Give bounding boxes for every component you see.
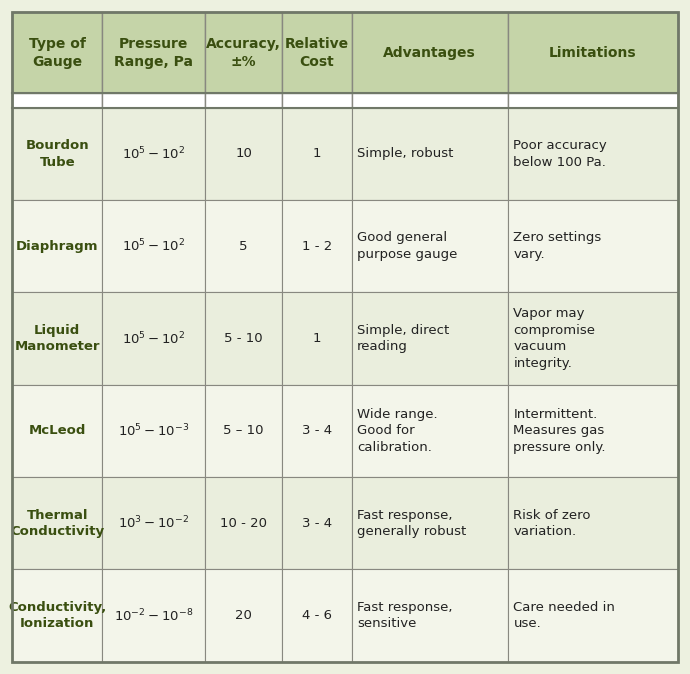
Bar <box>12 12 102 94</box>
Text: 5 – 10: 5 – 10 <box>224 425 264 437</box>
Text: Zero settings
vary.: Zero settings vary. <box>513 231 602 261</box>
Text: Advantages: Advantages <box>384 46 476 60</box>
Bar <box>352 200 508 293</box>
Bar <box>508 385 678 477</box>
Bar <box>102 477 206 570</box>
Text: Type of
Gauge: Type of Gauge <box>29 37 86 69</box>
Text: 4 - 6: 4 - 6 <box>302 609 332 622</box>
Bar <box>352 108 508 200</box>
Bar <box>206 385 282 477</box>
Bar <box>282 108 352 200</box>
Bar <box>352 477 508 570</box>
Text: 1: 1 <box>313 332 321 345</box>
Text: Liquid
Manometer: Liquid Manometer <box>14 324 100 353</box>
Text: Intermittent.
Measures gas
pressure only.: Intermittent. Measures gas pressure only… <box>513 408 606 454</box>
Bar <box>352 12 508 94</box>
Text: Vapor may
compromise
vacuum
integrity.: Vapor may compromise vacuum integrity. <box>513 307 595 370</box>
Text: $10^5 - 10^{-3}$: $10^5 - 10^{-3}$ <box>118 423 190 439</box>
Bar <box>282 94 352 108</box>
Text: 10: 10 <box>235 148 252 160</box>
Bar <box>282 385 352 477</box>
Text: 5: 5 <box>239 240 248 253</box>
Bar <box>206 293 282 385</box>
Text: $10^5 - 10^2$: $10^5 - 10^2$ <box>122 330 186 347</box>
Text: Simple, robust: Simple, robust <box>357 148 453 160</box>
Text: Conductivity,
Ionization: Conductivity, Ionization <box>8 601 106 630</box>
Bar <box>508 94 678 108</box>
Text: 10 - 20: 10 - 20 <box>220 517 267 530</box>
Bar <box>352 570 508 662</box>
Bar <box>282 293 352 385</box>
Text: Bourdon
Tube: Bourdon Tube <box>26 139 89 168</box>
Text: $10^{-2} - 10^{-8}$: $10^{-2} - 10^{-8}$ <box>114 607 193 624</box>
Text: 20: 20 <box>235 609 252 622</box>
Bar <box>508 293 678 385</box>
Bar <box>508 12 678 94</box>
Bar <box>352 385 508 477</box>
Text: Good general
purpose gauge: Good general purpose gauge <box>357 231 457 261</box>
Text: Risk of zero
variation.: Risk of zero variation. <box>513 509 591 538</box>
Bar <box>508 200 678 293</box>
Bar <box>102 12 206 94</box>
Text: 1: 1 <box>313 148 321 160</box>
Text: 5 - 10: 5 - 10 <box>224 332 263 345</box>
Text: 3 - 4: 3 - 4 <box>302 425 332 437</box>
Text: Relative
Cost: Relative Cost <box>285 37 348 69</box>
Bar <box>206 477 282 570</box>
Text: McLeod: McLeod <box>28 425 86 437</box>
Text: $10^3 - 10^{-2}$: $10^3 - 10^{-2}$ <box>118 515 189 532</box>
Text: Simple, direct
reading: Simple, direct reading <box>357 324 449 353</box>
Text: Thermal
Conductivity: Thermal Conductivity <box>10 509 104 538</box>
Bar <box>102 94 206 108</box>
Text: $10^5 - 10^2$: $10^5 - 10^2$ <box>122 146 186 162</box>
Bar <box>206 570 282 662</box>
Bar <box>508 108 678 200</box>
Text: 1 - 2: 1 - 2 <box>302 240 332 253</box>
Bar <box>12 200 102 293</box>
Text: Diaphragm: Diaphragm <box>16 240 99 253</box>
Bar <box>508 477 678 570</box>
Text: Accuracy,
±%: Accuracy, ±% <box>206 37 281 69</box>
Bar <box>12 477 102 570</box>
Bar <box>102 200 206 293</box>
Bar <box>102 108 206 200</box>
Text: Care needed in
use.: Care needed in use. <box>513 601 615 630</box>
Text: $10^5 - 10^2$: $10^5 - 10^2$ <box>122 238 186 255</box>
Text: Wide range.
Good for
calibration.: Wide range. Good for calibration. <box>357 408 437 454</box>
Bar <box>352 293 508 385</box>
Text: Fast response,
sensitive: Fast response, sensitive <box>357 601 453 630</box>
Text: Limitations: Limitations <box>549 46 637 60</box>
Bar <box>206 200 282 293</box>
Text: Poor accuracy
below 100 Pa.: Poor accuracy below 100 Pa. <box>513 139 607 168</box>
Bar <box>206 12 282 94</box>
Bar <box>352 94 508 108</box>
Text: Pressure
Range, Pa: Pressure Range, Pa <box>115 37 193 69</box>
Bar <box>282 12 352 94</box>
Bar <box>282 570 352 662</box>
Bar <box>12 94 102 108</box>
Bar <box>12 570 102 662</box>
Bar <box>282 200 352 293</box>
Text: 3 - 4: 3 - 4 <box>302 517 332 530</box>
Bar <box>282 477 352 570</box>
Bar <box>12 293 102 385</box>
Text: Fast response,
generally robust: Fast response, generally robust <box>357 509 466 538</box>
Bar <box>102 570 206 662</box>
Bar <box>206 94 282 108</box>
Bar <box>102 385 206 477</box>
Bar <box>206 108 282 200</box>
Bar <box>508 570 678 662</box>
Bar <box>102 293 206 385</box>
Bar <box>12 385 102 477</box>
Bar <box>12 108 102 200</box>
